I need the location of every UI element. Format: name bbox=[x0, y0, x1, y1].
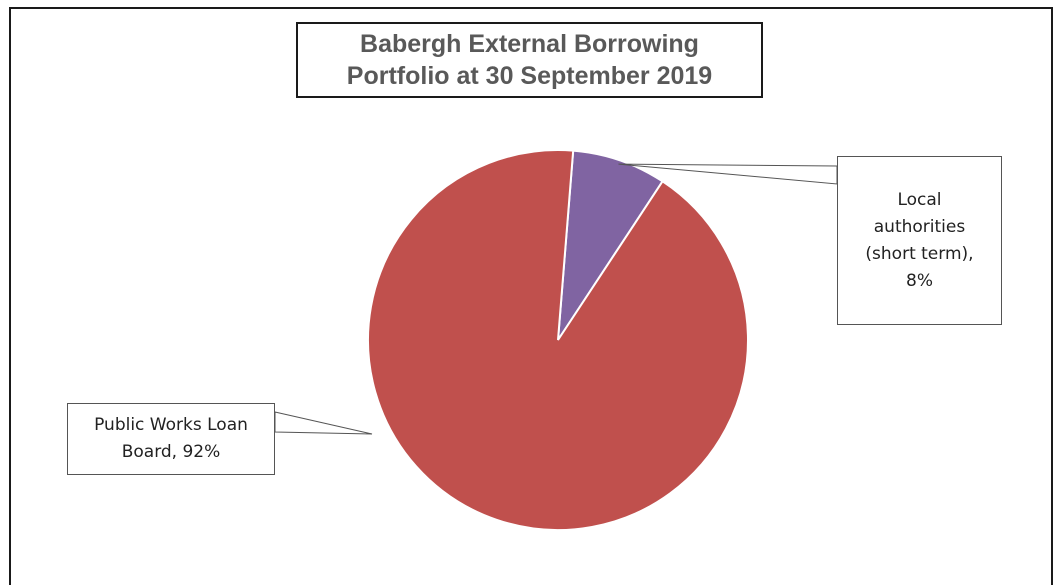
pie-slice-public-works-loan-board bbox=[367, 149, 749, 531]
chart-title-line-1: Babergh External Borrowing bbox=[360, 30, 699, 58]
leader-line-public-works-loan-board bbox=[274, 411, 373, 435]
chart-title-line-2: Portfolio at 30 September 2019 bbox=[346, 62, 713, 90]
data-label-line: 8% bbox=[906, 270, 933, 291]
chart-title: Babergh External Borrowing Portfolio at … bbox=[296, 22, 763, 98]
chart-frame bbox=[9, 7, 1053, 585]
data-label-line: Local bbox=[897, 189, 942, 210]
data-label-local-authorities: Local authorities (short term), 8% bbox=[837, 156, 1002, 325]
data-label-public-works-loan-board: Public Works Loan Board, 92% bbox=[67, 403, 275, 475]
data-label-line: authorities bbox=[873, 216, 966, 237]
data-label-line: Public Works Loan bbox=[94, 415, 248, 435]
pie-slice-local-authorities bbox=[557, 149, 664, 341]
leader-lines bbox=[274, 163, 838, 435]
data-label-line: Board, 92% bbox=[121, 442, 221, 462]
data-label-line: (short term), bbox=[865, 243, 974, 264]
pie-slices bbox=[367, 149, 749, 531]
